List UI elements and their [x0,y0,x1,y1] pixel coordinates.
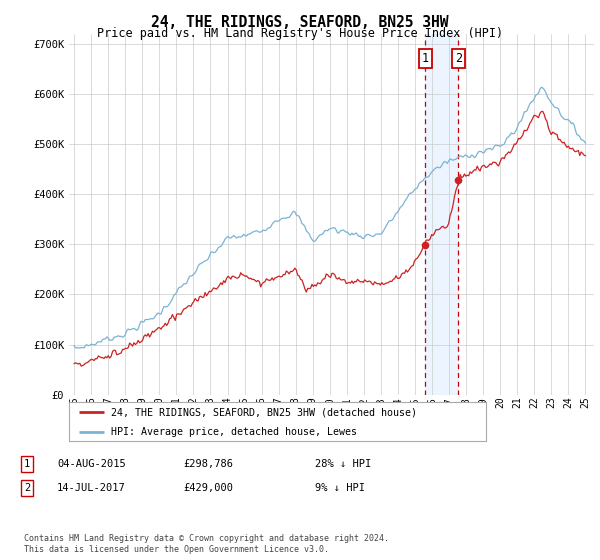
Text: 28% ↓ HPI: 28% ↓ HPI [315,459,371,469]
Text: £298,786: £298,786 [183,459,233,469]
Text: £429,000: £429,000 [183,483,233,493]
Text: 24, THE RIDINGS, SEAFORD, BN25 3HW: 24, THE RIDINGS, SEAFORD, BN25 3HW [151,15,449,30]
Text: 04-AUG-2015: 04-AUG-2015 [57,459,126,469]
Text: Contains HM Land Registry data © Crown copyright and database right 2024.
This d: Contains HM Land Registry data © Crown c… [24,534,389,554]
Text: 2: 2 [455,52,462,65]
Text: 1: 1 [24,459,30,469]
Text: 24, THE RIDINGS, SEAFORD, BN25 3HW (detached house): 24, THE RIDINGS, SEAFORD, BN25 3HW (deta… [110,407,416,417]
Text: HPI: Average price, detached house, Lewes: HPI: Average price, detached house, Lewe… [110,427,356,437]
Text: 9% ↓ HPI: 9% ↓ HPI [315,483,365,493]
Text: 14-JUL-2017: 14-JUL-2017 [57,483,126,493]
Text: 2: 2 [24,483,30,493]
Text: 1: 1 [422,52,429,65]
Bar [425,34,458,395]
Text: Price paid vs. HM Land Registry's House Price Index (HPI): Price paid vs. HM Land Registry's House … [97,27,503,40]
